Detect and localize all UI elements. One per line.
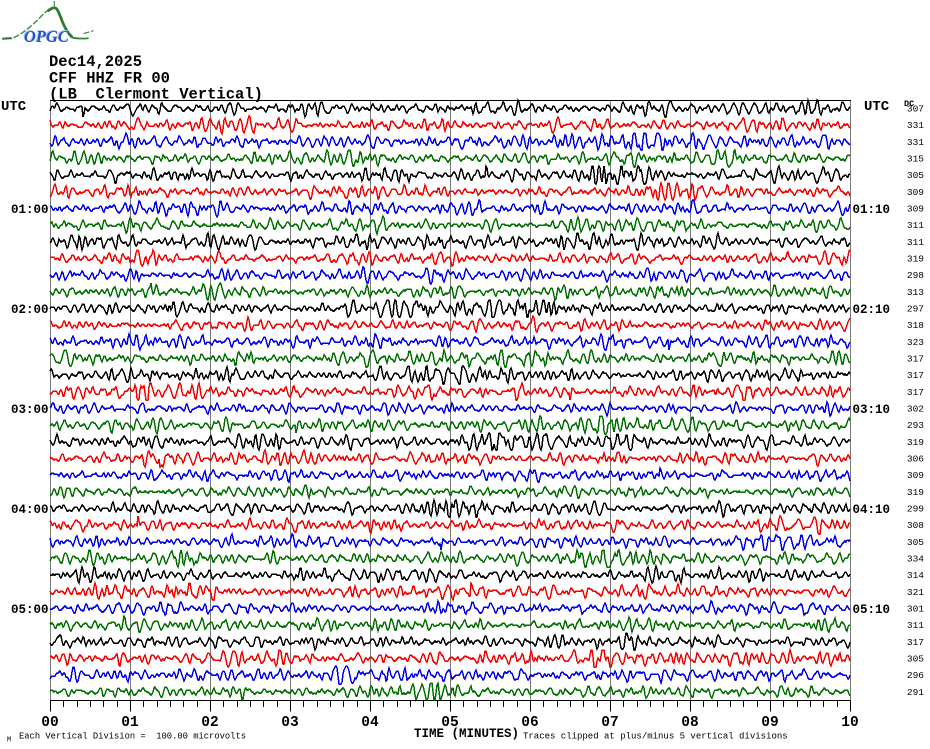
svg-text:321: 321 (907, 587, 924, 598)
svg-text:(LB Clermont Vertical): (LB Clermont Vertical) (49, 86, 263, 104)
svg-text:319: 319 (907, 437, 924, 448)
svg-text:305: 305 (907, 537, 924, 548)
svg-text:309: 309 (907, 204, 924, 215)
svg-text:306: 306 (907, 454, 924, 465)
svg-text:02:10: 02:10 (853, 303, 891, 317)
svg-text:317: 317 (907, 354, 924, 365)
svg-text:319: 319 (907, 487, 924, 498)
svg-text:317: 317 (907, 387, 924, 398)
svg-text:03:00: 03:00 (11, 403, 49, 417)
svg-text:Dec14,2025: Dec14,2025 (49, 53, 142, 71)
svg-text:301: 301 (907, 604, 924, 615)
svg-text:02:00: 02:00 (11, 303, 49, 317)
svg-text:Traces clipped at plus/minus 5: Traces clipped at plus/minus 5 vertical … (523, 732, 788, 742)
svg-text:DC: DC (904, 99, 914, 109)
svg-text:298: 298 (907, 270, 924, 281)
svg-text:314: 314 (907, 570, 924, 581)
svg-text:04:00: 04:00 (11, 503, 49, 517)
svg-text:331: 331 (907, 137, 924, 148)
svg-text:04: 04 (361, 715, 379, 731)
svg-text:08: 08 (681, 715, 698, 731)
svg-text:05:10: 05:10 (853, 603, 891, 617)
svg-text:02: 02 (201, 715, 218, 731)
svg-text:311: 311 (907, 220, 924, 231)
svg-text:10: 10 (841, 715, 858, 731)
svg-text:07: 07 (601, 715, 618, 731)
svg-text:309: 309 (907, 187, 924, 198)
svg-text:01:10: 01:10 (853, 203, 891, 217)
svg-text:03:10: 03:10 (853, 403, 891, 417)
svg-text:323: 323 (907, 337, 924, 348)
svg-text:CFF HHZ FR 00: CFF HHZ FR 00 (49, 70, 170, 88)
svg-text:305: 305 (907, 170, 924, 181)
svg-text:311: 311 (907, 237, 924, 248)
svg-text:317: 317 (907, 637, 924, 648)
svg-text:M: M (7, 737, 11, 745)
svg-text:OPGC: OPGC (24, 27, 70, 46)
svg-text:01: 01 (121, 715, 139, 731)
svg-text:05:00: 05:00 (11, 603, 49, 617)
svg-text:01:00: 01:00 (11, 203, 49, 217)
svg-text:311: 311 (907, 620, 924, 631)
svg-text:00: 00 (41, 715, 58, 731)
svg-text:315: 315 (907, 154, 924, 165)
svg-text:302: 302 (907, 404, 924, 415)
svg-text:03: 03 (281, 715, 298, 731)
svg-text:299: 299 (907, 504, 924, 515)
svg-text:334: 334 (907, 554, 924, 565)
svg-text:TIME (MINUTES): TIME (MINUTES) (414, 727, 519, 741)
svg-text:297: 297 (907, 304, 924, 315)
svg-text:309: 309 (907, 470, 924, 481)
svg-text:04:10: 04:10 (853, 503, 891, 517)
svg-text:09: 09 (761, 715, 778, 731)
svg-text:UTC: UTC (1, 99, 27, 115)
svg-text:UTC: UTC (864, 99, 890, 115)
svg-text:Each Vertical Division = 100.: Each Vertical Division = 100.00 microvol… (19, 732, 246, 742)
svg-text:318: 318 (907, 320, 924, 331)
svg-text:308: 308 (907, 520, 924, 531)
svg-text:291: 291 (907, 687, 924, 698)
svg-text:317: 317 (907, 370, 924, 381)
svg-text:OPGC: OPGC (23, 26, 69, 45)
svg-text:307: 307 (907, 104, 924, 115)
svg-text:319: 319 (907, 254, 924, 265)
svg-text:296: 296 (907, 670, 924, 681)
svg-text:331: 331 (907, 120, 924, 131)
svg-text:293: 293 (907, 420, 924, 431)
svg-text:05: 05 (441, 715, 458, 731)
svg-text:305: 305 (907, 654, 924, 665)
svg-text:06: 06 (521, 715, 538, 731)
svg-text:313: 313 (907, 287, 924, 298)
